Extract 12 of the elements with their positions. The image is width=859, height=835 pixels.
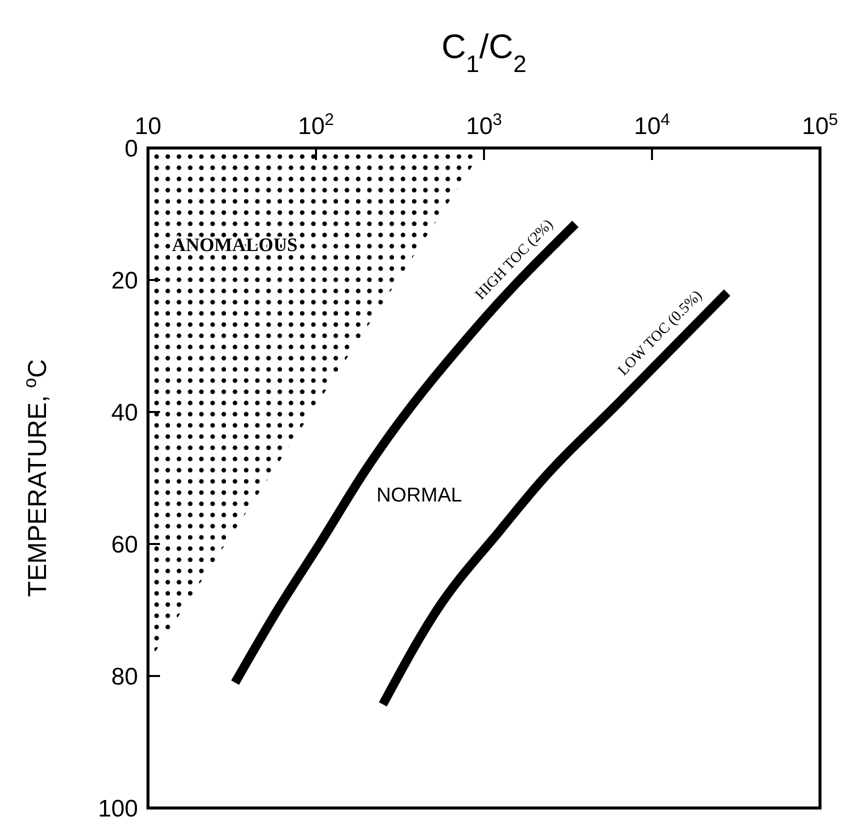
y-tick-label: 20 bbox=[111, 267, 138, 294]
x-tick-label: 10$^{2}$ bbox=[298, 110, 334, 140]
x-tick-label: 10$^{4}$ bbox=[634, 110, 670, 140]
series-label: ANOMALOUS bbox=[172, 234, 298, 256]
y-tick-label: 40 bbox=[111, 399, 138, 426]
y-tick-label: 80 bbox=[111, 663, 138, 690]
y-tick-label: 100 bbox=[98, 795, 138, 822]
x-tick-label: 10$^{5}$ bbox=[802, 110, 838, 140]
x-axis-title: C$_{1}$/C$_{2}$ bbox=[441, 28, 527, 78]
y-tick-label: 60 bbox=[111, 531, 138, 558]
annotation: NORMAL bbox=[376, 484, 462, 506]
x-tick-label: 10$^{3}$ bbox=[466, 110, 502, 140]
